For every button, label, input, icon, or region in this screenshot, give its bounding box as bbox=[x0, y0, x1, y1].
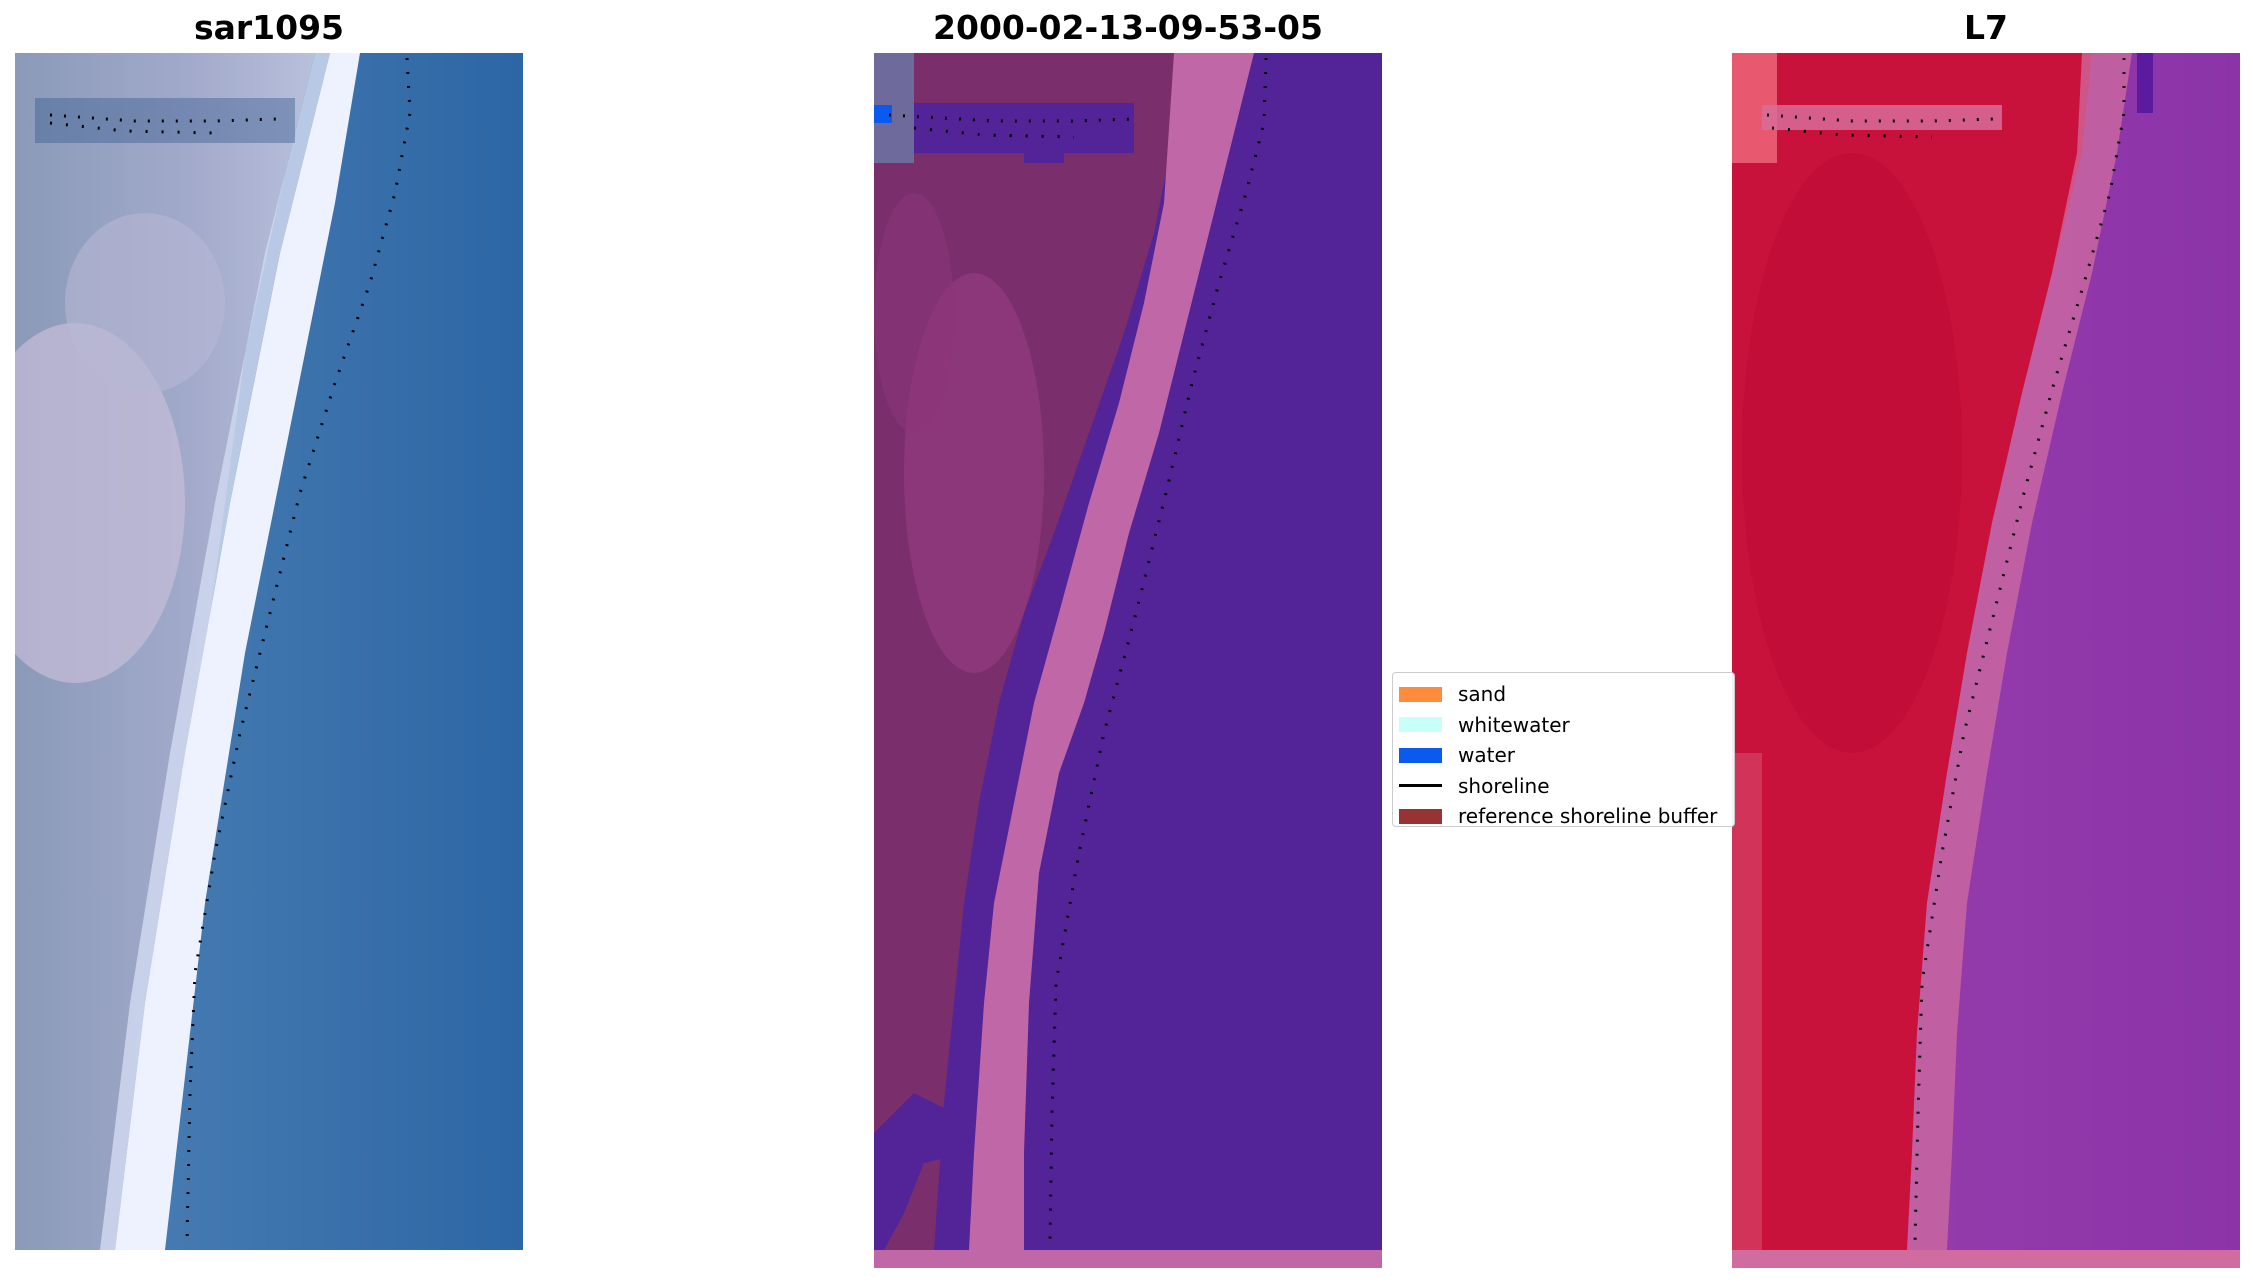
legend-swatch-buffer bbox=[1399, 808, 1442, 824]
legend-item-water: water bbox=[1399, 740, 1734, 771]
legend-item-shoreline: shoreline bbox=[1399, 771, 1734, 802]
legend-item-buffer: reference shoreline buffer bbox=[1399, 801, 1734, 832]
legend: sand whitewater water shoreline referenc… bbox=[1392, 672, 1735, 828]
legend-label-water: water bbox=[1458, 743, 1515, 768]
legend-swatch-water bbox=[1399, 747, 1442, 763]
legend-line-shoreline bbox=[1399, 784, 1442, 788]
index-image-panel bbox=[1732, 53, 2240, 1268]
legend-label-sand: sand bbox=[1458, 682, 1507, 707]
legend-swatch-sand bbox=[1399, 686, 1442, 702]
rgb-image bbox=[15, 53, 523, 1250]
classified-image-panel bbox=[874, 53, 1382, 1268]
index-image bbox=[1732, 53, 2240, 1268]
legend-label-shoreline: shoreline bbox=[1458, 773, 1550, 798]
panel-title-date: 2000-02-13-09-53-05 bbox=[933, 8, 1323, 47]
legend-item-sand: sand bbox=[1399, 679, 1734, 710]
legend-swatch-whitewater bbox=[1399, 717, 1442, 733]
classified-image bbox=[874, 53, 1382, 1268]
legend-label-buffer: reference shoreline buffer bbox=[1458, 804, 1718, 829]
legend-label-whitewater: whitewater bbox=[1458, 712, 1570, 737]
rgb-image-panel bbox=[15, 53, 523, 1250]
panel-title-sar1095: sar1095 bbox=[193, 8, 345, 47]
panel-title-l7: L7 bbox=[1964, 8, 2008, 47]
legend-item-whitewater: whitewater bbox=[1399, 710, 1734, 741]
